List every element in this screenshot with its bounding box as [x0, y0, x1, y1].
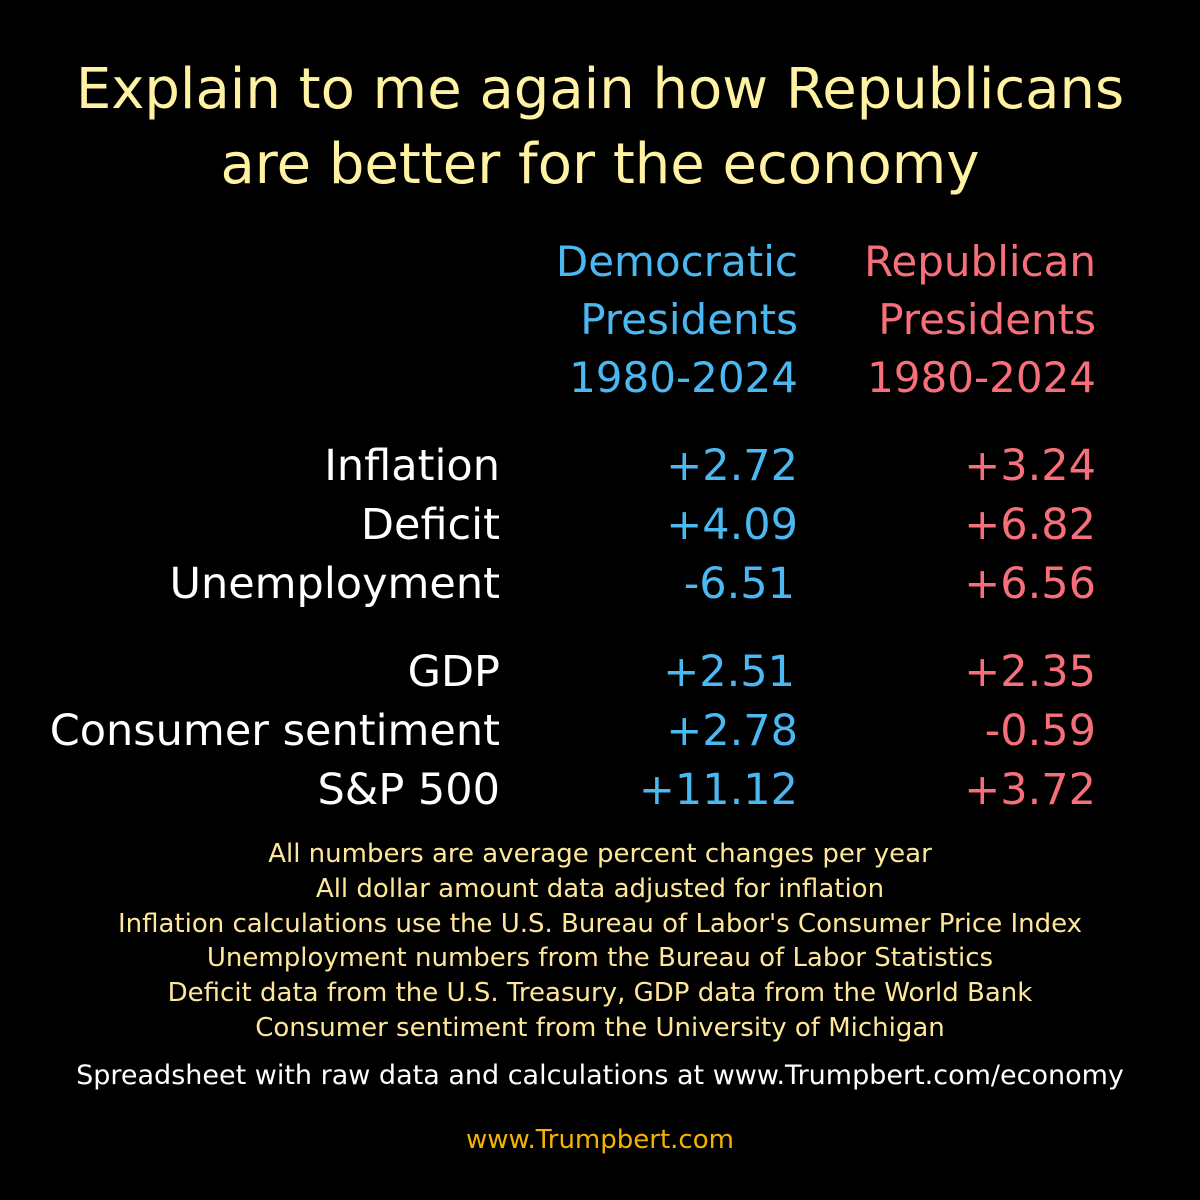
rep-header-1: Republican: [864, 237, 1096, 286]
rep-value: +2.35: [964, 647, 1096, 697]
title-line-2: are better for the economy: [220, 132, 980, 197]
title-line-1: Explain to me again how Republicans: [75, 57, 1125, 122]
rep-value: -0.59: [984, 706, 1096, 756]
table-row-gdp: GDP +2.51 +2.35: [0, 643, 1200, 701]
rep-value: +3.24: [964, 441, 1096, 491]
rep-value: +6.56: [964, 559, 1096, 609]
row-label: Unemployment: [169, 559, 500, 609]
dem-value: +2.78: [666, 706, 798, 756]
rep-header-2: Presidents: [878, 295, 1096, 344]
rep-header-3: 1980-2024: [867, 353, 1096, 402]
footnote: Deficit data from the U.S. Treasury, GDP…: [167, 978, 1033, 1009]
footnote: Unemployment numbers from the Bureau of …: [206, 943, 994, 974]
footnote: All numbers are average percent changes …: [268, 839, 932, 869]
row-label: Consumer sentiment: [49, 706, 500, 756]
row-label: Deficit: [360, 500, 500, 550]
dem-value: -6.51: [683, 559, 795, 609]
row-label: S&P 500: [317, 765, 501, 815]
footnotes: All numbers are average percent changes …: [0, 837, 1200, 1046]
table-row-unemployment: Unemployment -6.51 +6.56: [0, 555, 1200, 613]
table-row-deficit: Deficit +4.09 +6.82: [0, 496, 1200, 554]
site-url: www.Trumpbert.com: [466, 1125, 734, 1155]
table-row-inflation: Inflation +2.72 +3.24: [0, 437, 1200, 495]
row-label: Inflation: [324, 441, 500, 491]
dem-header-2: Presidents: [580, 295, 798, 344]
table-row-sp500: S&P 500 +11.12 +3.72: [0, 761, 1200, 819]
footnote: Consumer sentiment from the University o…: [255, 1012, 945, 1043]
dem-header-1: Democratic: [555, 237, 798, 286]
dem-value: +2.51: [663, 647, 795, 697]
spreadsheet-note: Spreadsheet with raw data and calculatio…: [76, 1060, 1124, 1091]
footnote: All dollar amount data adjusted for infl…: [315, 873, 885, 904]
footnote: Inflation calculations use the U.S. Bure…: [117, 908, 1083, 939]
rep-value: +3.72: [964, 765, 1096, 815]
dem-value: +2.72: [666, 441, 798, 491]
dem-value: +4.09: [666, 500, 798, 550]
dem-header-3: 1980-2024: [569, 353, 798, 402]
table-row-consumer-sentiment: Consumer sentiment +2.78 -0.59: [0, 702, 1200, 760]
row-label: GDP: [407, 647, 500, 697]
dem-value: +11.12: [638, 765, 798, 815]
rep-value: +6.82: [964, 500, 1096, 550]
